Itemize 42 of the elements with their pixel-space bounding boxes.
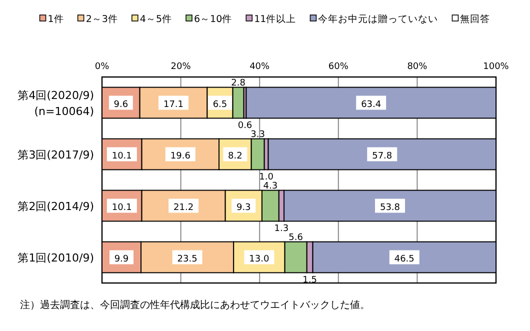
data-label: 8.2 xyxy=(228,151,242,162)
data-label: 17.1 xyxy=(163,100,184,110)
data-label: 1.5 xyxy=(302,276,317,286)
data-label: 53.8 xyxy=(380,202,400,213)
data-label: 46.5 xyxy=(394,254,414,264)
legend-label: 1件 xyxy=(48,14,64,25)
y-tick-label: 第4回(2020/9) (n=10064) xyxy=(18,88,94,118)
data-label: 9.3 xyxy=(236,202,251,213)
legend-label: 11件以上 xyxy=(254,13,296,25)
x-tick-label: 40% xyxy=(250,62,270,72)
data-label: 4.3 xyxy=(263,181,278,192)
legend-label: 6～10件 xyxy=(194,14,232,25)
x-tick-label: 20% xyxy=(170,62,192,72)
data-label: 5.6 xyxy=(288,232,304,243)
x-tick-label: 0% xyxy=(94,62,110,72)
y-tick-label: 第2回(2014/9) xyxy=(18,200,94,213)
data-label: 57.8 xyxy=(372,151,392,162)
x-tick-label: 60% xyxy=(328,62,349,72)
x-tick-label: 80% xyxy=(407,62,428,72)
data-label: 21.2 xyxy=(174,202,194,213)
data-label: 3.3 xyxy=(250,130,265,140)
data-label: 19.6 xyxy=(170,151,191,162)
y-tick-label: 第1回(2010/9) xyxy=(18,251,94,264)
data-label: 9.6 xyxy=(114,100,128,110)
data-label: 63.4 xyxy=(361,100,382,110)
legend-label: 4～5件 xyxy=(140,14,172,25)
legend-label: 2～3件 xyxy=(86,14,118,25)
y-tick-label: 第3回(2017/9) xyxy=(18,148,94,162)
data-label: 1.0 xyxy=(259,172,274,183)
x-tick-label: 100% xyxy=(483,62,510,72)
data-label: 9.9 xyxy=(114,254,129,264)
data-label: 2.8 xyxy=(231,78,246,88)
data-label: 1.3 xyxy=(274,224,289,234)
data-label: 10.1 xyxy=(112,151,132,162)
data-label: 10.1 xyxy=(112,202,132,213)
text: 注）過去調査は、今回調査の性年代構成比にあわせてウエイトバックした値。 xyxy=(20,299,370,311)
data-label: 23.5 xyxy=(177,254,198,264)
data-label: 0.6 xyxy=(238,121,252,132)
legend-label: 無回答 xyxy=(460,13,490,25)
legend-label: 今年お中元は贈っていない xyxy=(318,13,438,25)
data-label: 13.0 xyxy=(249,254,270,264)
data-label: 6.5 xyxy=(212,100,228,110)
